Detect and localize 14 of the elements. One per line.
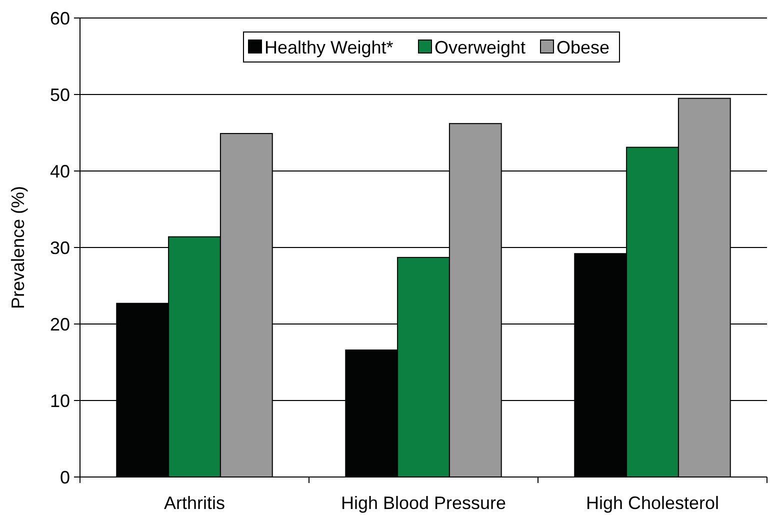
y-tick-label: 20 bbox=[50, 314, 70, 334]
y-axis-title: Prevalence (%) bbox=[8, 186, 28, 310]
x-tick-label: High Cholesterol bbox=[586, 493, 720, 513]
y-tick-label: 10 bbox=[50, 390, 70, 411]
y-tick-label: 50 bbox=[50, 84, 70, 105]
x-tick-label: Arthritis bbox=[164, 493, 226, 513]
y-tick-label: 40 bbox=[50, 161, 70, 182]
y-tick-label: 0 bbox=[60, 467, 70, 488]
legend-label: Overweight bbox=[434, 37, 526, 58]
legend-label: Healthy Weight* bbox=[264, 37, 394, 58]
y-tick-label: 60 bbox=[50, 8, 70, 28]
legend-label: Obese bbox=[556, 37, 610, 58]
x-tick-label: High Blood Pressure bbox=[340, 493, 506, 513]
y-tick-label: 30 bbox=[50, 238, 70, 258]
